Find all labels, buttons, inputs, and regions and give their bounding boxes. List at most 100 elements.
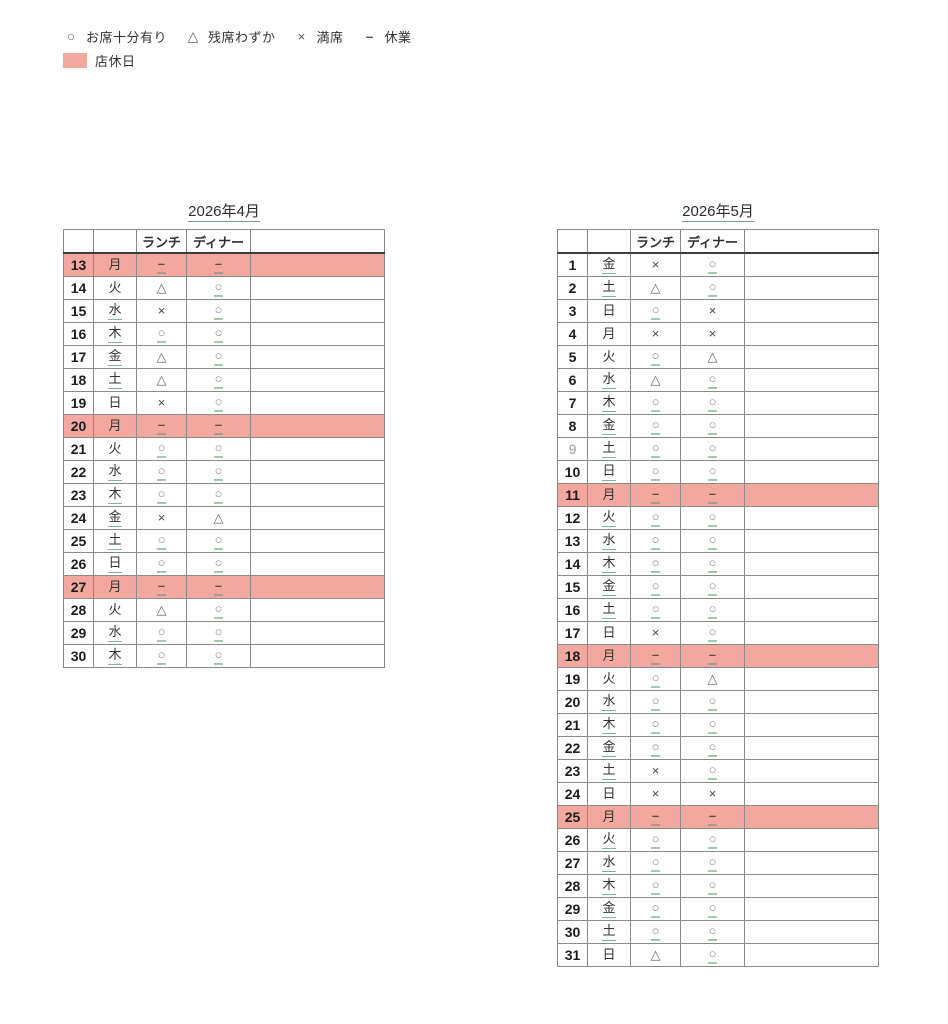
circle-symbol[interactable]: ○	[650, 878, 661, 895]
weekday-link[interactable]: 金	[108, 509, 122, 527]
circle-symbol[interactable]: ○	[650, 579, 661, 596]
circle-symbol[interactable]: ○	[156, 533, 167, 550]
circle-symbol[interactable]: ○	[213, 441, 224, 458]
circle-symbol[interactable]: ○	[707, 763, 718, 780]
circle-symbol[interactable]: ○	[213, 280, 224, 297]
circle-symbol[interactable]: ○	[156, 441, 167, 458]
circle-symbol[interactable]: ○	[650, 349, 661, 366]
month-title-april-link[interactable]: 2026年4月	[188, 203, 260, 222]
weekday-link[interactable]: 土	[602, 279, 616, 297]
circle-symbol[interactable]: ○	[156, 487, 167, 504]
weekday-link[interactable]: 土	[108, 532, 122, 550]
circle-symbol[interactable]: ○	[650, 602, 661, 619]
weekday-link[interactable]: 水	[602, 371, 616, 389]
circle-symbol[interactable]: ○	[650, 395, 661, 412]
circle-symbol[interactable]: ○	[213, 533, 224, 550]
circle-symbol[interactable]: ○	[213, 648, 224, 665]
circle-symbol[interactable]: ○	[650, 855, 661, 872]
weekday-link[interactable]: 金	[108, 348, 122, 366]
weekday-link[interactable]: 木	[108, 325, 122, 343]
weekday-link[interactable]: 金	[602, 578, 616, 596]
circle-symbol[interactable]: ○	[650, 901, 661, 918]
circle-symbol[interactable]: ○	[707, 947, 718, 964]
circle-symbol[interactable]: ○	[213, 372, 224, 389]
circle-symbol[interactable]: ○	[213, 487, 224, 504]
weekday-link[interactable]: 金	[602, 900, 616, 918]
weekday-link[interactable]: 土	[108, 371, 122, 389]
circle-symbol[interactable]: ○	[707, 901, 718, 918]
weekday-link[interactable]: 日	[602, 463, 616, 481]
weekday-link[interactable]: 水	[602, 693, 616, 711]
circle-symbol[interactable]: ○	[650, 303, 661, 320]
circle-symbol[interactable]: ○	[707, 602, 718, 619]
weekday-link[interactable]: 木	[602, 877, 616, 895]
weekday-link[interactable]: 土	[602, 923, 616, 941]
weekday-link[interactable]: 水	[602, 532, 616, 550]
circle-symbol[interactable]: ○	[707, 510, 718, 527]
circle-symbol[interactable]: ○	[156, 326, 167, 343]
circle-symbol[interactable]: ○	[707, 855, 718, 872]
weekday-link[interactable]: 水	[108, 624, 122, 642]
circle-symbol[interactable]: ○	[707, 556, 718, 573]
weekday-link[interactable]: 水	[602, 854, 616, 872]
weekday-link[interactable]: 木	[108, 647, 122, 665]
weekday-link[interactable]: 水	[108, 463, 122, 481]
weekday-link[interactable]: 火	[602, 509, 616, 527]
circle-symbol[interactable]: ○	[213, 326, 224, 343]
weekday-link[interactable]: 木	[108, 486, 122, 504]
circle-symbol[interactable]: ○	[707, 832, 718, 849]
circle-symbol[interactable]: ○	[650, 464, 661, 481]
circle-symbol[interactable]: ○	[156, 625, 167, 642]
circle-symbol[interactable]: ○	[707, 533, 718, 550]
circle-symbol[interactable]: ○	[650, 418, 661, 435]
weekday-link[interactable]: 土	[602, 440, 616, 458]
month-title-may-link[interactable]: 2026年5月	[682, 203, 754, 222]
weekday-link[interactable]: 木	[602, 555, 616, 573]
circle-symbol[interactable]: ○	[650, 510, 661, 527]
circle-symbol[interactable]: ○	[650, 671, 661, 688]
circle-symbol[interactable]: ○	[707, 418, 718, 435]
circle-symbol[interactable]: ○	[707, 441, 718, 458]
weekday-link[interactable]: 土	[602, 601, 616, 619]
weekday-link[interactable]: 水	[108, 302, 122, 320]
weekday-link[interactable]: 木	[602, 394, 616, 412]
circle-symbol[interactable]: ○	[707, 878, 718, 895]
circle-symbol[interactable]: ○	[707, 579, 718, 596]
circle-symbol[interactable]: ○	[213, 395, 224, 412]
circle-symbol[interactable]: ○	[156, 556, 167, 573]
circle-symbol[interactable]: ○	[650, 556, 661, 573]
weekday-link[interactable]: 土	[602, 762, 616, 780]
circle-symbol[interactable]: ○	[650, 533, 661, 550]
circle-symbol[interactable]: ○	[707, 395, 718, 412]
circle-symbol[interactable]: ○	[213, 349, 224, 366]
circle-symbol[interactable]: ○	[650, 717, 661, 734]
weekday-link[interactable]: 木	[602, 716, 616, 734]
dinner-status-cell: ○	[186, 598, 251, 622]
weekday-link[interactable]: 日	[108, 555, 122, 573]
circle-symbol[interactable]: ○	[707, 372, 718, 389]
circle-symbol[interactable]: ○	[650, 924, 661, 941]
weekday-link[interactable]: 金	[602, 256, 616, 274]
circle-symbol[interactable]: ○	[650, 832, 661, 849]
circle-symbol[interactable]: ○	[213, 556, 224, 573]
circle-symbol[interactable]: ○	[707, 280, 718, 297]
circle-symbol[interactable]: ○	[650, 740, 661, 757]
circle-symbol[interactable]: ○	[650, 694, 661, 711]
circle-symbol[interactable]: ○	[213, 625, 224, 642]
circle-symbol[interactable]: ○	[156, 648, 167, 665]
circle-symbol[interactable]: ○	[707, 694, 718, 711]
weekday-link[interactable]: 金	[602, 417, 616, 435]
circle-symbol[interactable]: ○	[707, 625, 718, 642]
circle-symbol[interactable]: ○	[156, 464, 167, 481]
circle-symbol[interactable]: ○	[650, 441, 661, 458]
circle-symbol[interactable]: ○	[213, 464, 224, 481]
weekday-link[interactable]: 火	[602, 831, 616, 849]
circle-symbol[interactable]: ○	[707, 717, 718, 734]
circle-symbol[interactable]: ○	[707, 257, 718, 274]
circle-symbol[interactable]: ○	[707, 924, 718, 941]
circle-symbol[interactable]: ○	[707, 740, 718, 757]
circle-symbol[interactable]: ○	[213, 602, 224, 619]
circle-symbol[interactable]: ○	[213, 303, 224, 320]
weekday-link[interactable]: 金	[602, 739, 616, 757]
circle-symbol[interactable]: ○	[707, 464, 718, 481]
